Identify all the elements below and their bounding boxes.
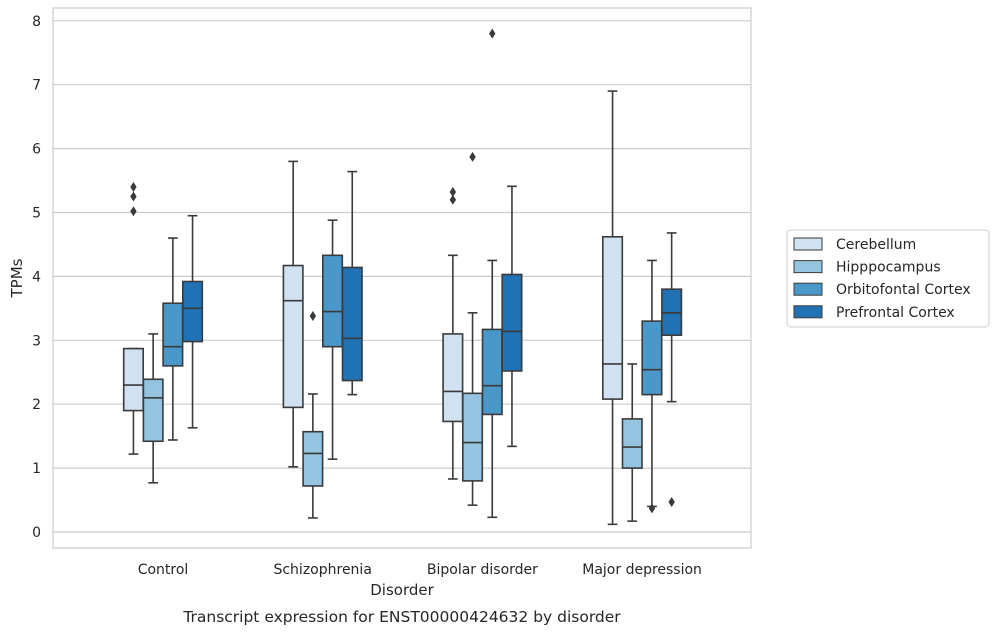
outlier-marker [449,194,457,205]
x-tick-label: Control [138,562,189,578]
y-tick-label: 1 [32,461,41,477]
box-2-0 [442,187,464,480]
legend-swatch [793,260,823,274]
outlier-marker [130,181,137,192]
box-iqr [162,302,184,367]
box-2-3 [501,185,523,448]
y-tick-label: 7 [32,78,41,94]
y-tick-label: 3 [32,333,41,349]
box-iqr [142,378,164,443]
outlier-marker [449,187,457,198]
y-tick-label: 5 [32,206,41,222]
legend-swatch [793,237,823,251]
legend: Cerebellum Hipppocampus Orbitofontal Corte… [786,229,990,328]
outlier-marker [130,191,137,202]
y-axis-label: TPMs [8,258,26,298]
box-iqr [341,266,363,382]
box-iqr [501,273,523,372]
legend-label: Orbitofontal Cortex [836,282,971,298]
legend-label: Prefrontal Cortex [836,305,955,321]
box-3-1 [621,363,643,522]
box-1-1 [302,311,324,519]
box-0-3 [182,214,204,429]
legend-frame [786,229,990,328]
box-iqr [282,264,304,409]
x-axis-label: Disorder [370,581,434,599]
y-tick-label: 2 [32,397,41,413]
outlier-marker [668,496,675,507]
plot-area-background [53,8,751,548]
box-1-3 [341,170,363,396]
legend-swatch [793,305,823,319]
x-tick-label: Bipolar disorder [427,562,538,578]
legend-label: Cerebellum [836,237,916,253]
box-3-2 [641,259,663,514]
y-tick-label: 6 [32,142,41,158]
legend-label: Hipppocampus [836,260,941,276]
box-0-0 [122,181,144,455]
legend-swatch [793,282,823,296]
box-3-3 [661,232,683,507]
box-iqr [621,418,643,469]
plot-area-frame [52,7,752,549]
box-iqr [481,328,503,416]
outlier-marker [648,503,656,514]
x-axis-ticks: Control Schizophrenia Bipolar disorder Majo… [138,562,702,578]
box-2-1 [461,151,484,506]
box-0-1 [142,333,164,484]
y-tick-label: 4 [32,269,41,285]
y-tick-label: 8 [32,14,41,30]
x-tick-label: Major depression [582,562,702,578]
outlier-marker [309,311,317,322]
box-groups [122,28,683,526]
y-tick-label: 0 [32,525,41,541]
x-tick-label: Schizophrenia [273,562,371,578]
y-axis-ticks: 0 1 2 3 4 5 6 7 8 [32,14,41,541]
box-iqr [442,333,464,423]
box-iqr [321,254,344,348]
figure-caption: Transcript expression for ENST0000042463… [182,608,621,626]
box-2-2 [481,28,503,519]
outlier-marker [130,206,137,217]
box-iqr [461,392,484,482]
box-iqr [182,280,204,343]
outlier-marker [469,151,476,162]
box-iqr [302,430,324,487]
box-iqr [601,235,624,400]
box-1-0 [282,160,304,468]
box-iqr [641,320,663,396]
box-3-0 [601,90,624,526]
box-iqr [122,347,144,412]
outlier-marker [489,28,496,39]
